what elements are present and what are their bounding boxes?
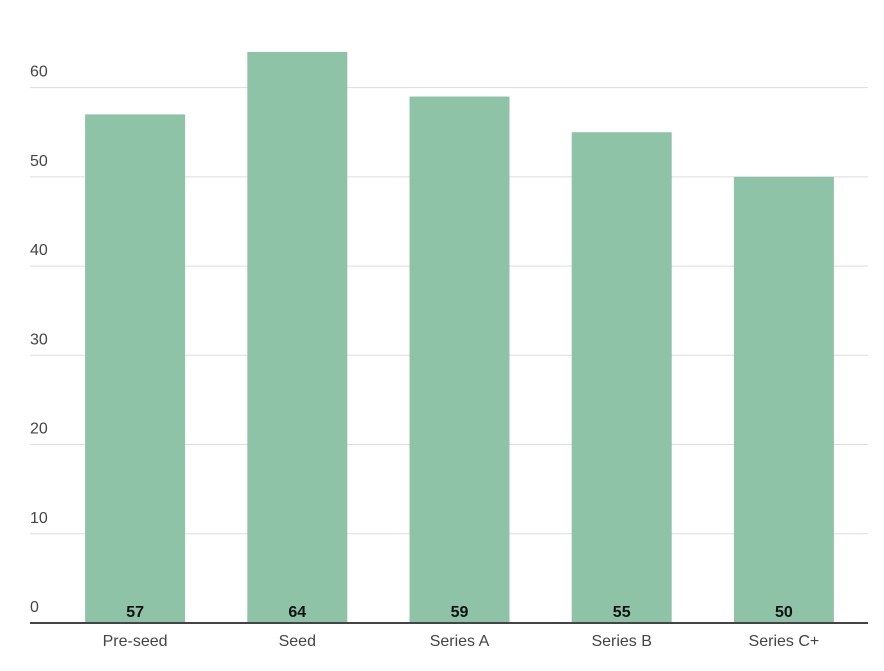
value-label: 57 (126, 604, 144, 621)
bar (733, 176, 834, 623)
y-tick-label: 50 (30, 153, 48, 170)
y-tick-label: 30 (30, 331, 48, 348)
x-tick-label: Series C+ (749, 633, 820, 650)
value-label: 50 (775, 604, 793, 621)
x-tick-label: Pre-seed (103, 633, 168, 650)
bar (571, 132, 672, 623)
value-label: 64 (288, 604, 306, 621)
value-label: 55 (613, 604, 631, 621)
value-label: 59 (451, 604, 469, 621)
bar (85, 114, 186, 623)
y-tick-label: 0 (30, 599, 39, 616)
x-tick-label: Seed (279, 633, 316, 650)
x-tick-label: Series A (430, 633, 490, 650)
y-tick-label: 20 (30, 421, 48, 438)
y-tick-label: 10 (30, 510, 48, 527)
bar (409, 96, 510, 624)
y-tick-label: 60 (30, 64, 48, 81)
x-tick-label: Series B (591, 633, 651, 650)
y-tick-label: 40 (30, 242, 48, 259)
bar (247, 51, 348, 623)
